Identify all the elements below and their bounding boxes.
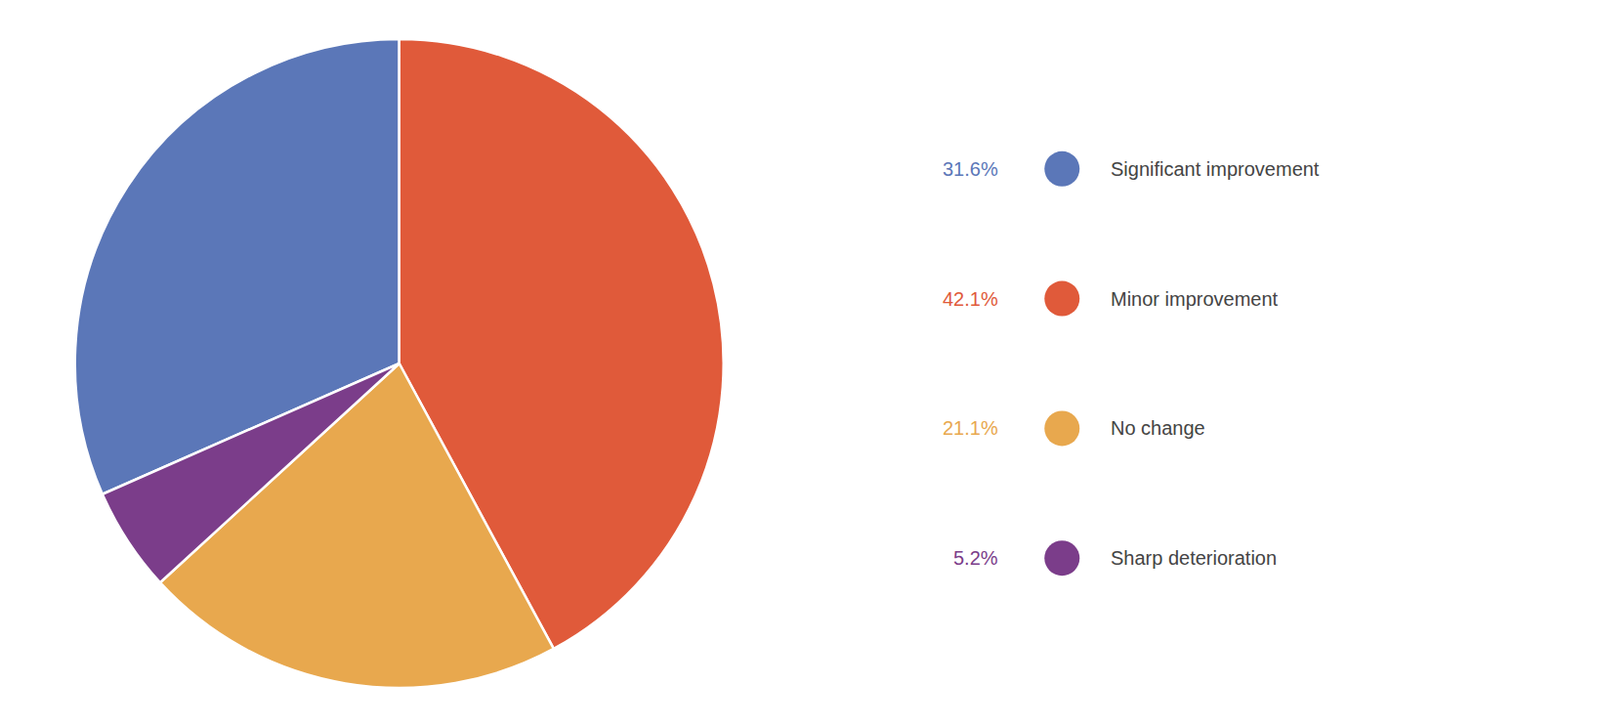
svg-text:Minor improvement: Minor improvement [1110, 288, 1279, 310]
svg-text:Significant improvement: Significant improvement [1110, 158, 1320, 180]
svg-text:31.6%: 31.6% [942, 158, 999, 180]
svg-text:Sharp deterioration: Sharp deterioration [1110, 547, 1277, 569]
svg-text:No change: No change [1110, 417, 1206, 439]
svg-text:42.1%: 42.1% [942, 288, 999, 310]
svg-text:21.1%: 21.1% [942, 417, 999, 439]
svg-text:5.2%: 5.2% [953, 547, 999, 569]
